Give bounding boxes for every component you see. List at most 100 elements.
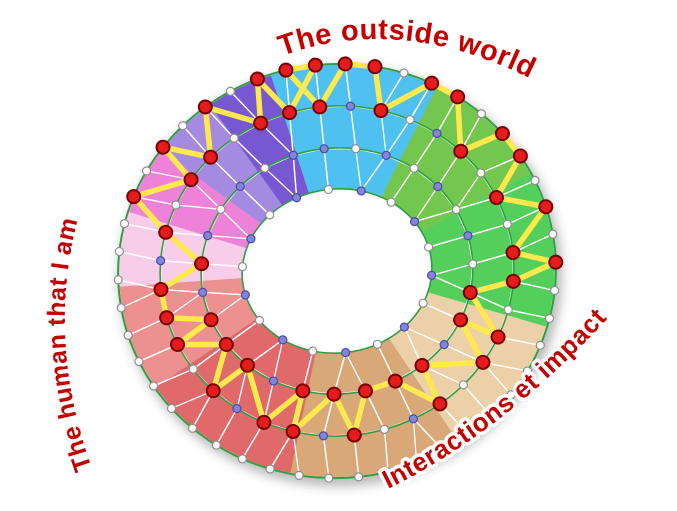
node-white[interactable] xyxy=(166,403,177,414)
node-white[interactable] xyxy=(116,303,126,313)
node-purple[interactable] xyxy=(463,231,473,241)
node-white[interactable] xyxy=(468,259,478,269)
node-purple[interactable] xyxy=(156,256,166,266)
node-red[interactable] xyxy=(194,256,210,272)
node-white[interactable] xyxy=(237,262,248,272)
node-red[interactable] xyxy=(326,386,342,402)
node-white[interactable] xyxy=(119,219,130,229)
node-red[interactable] xyxy=(453,143,469,159)
node-purple[interactable] xyxy=(288,150,298,160)
node-red[interactable] xyxy=(357,383,373,399)
node-white[interactable] xyxy=(225,86,236,96)
node-purple[interactable] xyxy=(278,335,288,345)
node-red[interactable] xyxy=(158,224,174,240)
node-white[interactable] xyxy=(323,184,334,195)
node-white[interactable] xyxy=(399,68,409,78)
node-red[interactable] xyxy=(505,273,521,289)
node-red[interactable] xyxy=(159,310,175,326)
node-white[interactable] xyxy=(260,163,270,173)
node-purple[interactable] xyxy=(433,181,443,192)
node-purple[interactable] xyxy=(198,287,208,297)
node-white[interactable] xyxy=(216,204,226,214)
node-red[interactable] xyxy=(488,190,504,206)
node-purple[interactable] xyxy=(432,128,442,138)
node-white[interactable] xyxy=(134,356,144,367)
node-white[interactable] xyxy=(386,197,396,207)
node-purple[interactable] xyxy=(408,414,418,424)
node-purple[interactable] xyxy=(240,290,250,300)
node-red[interactable] xyxy=(387,373,403,389)
node-red[interactable] xyxy=(312,99,328,115)
node-white[interactable] xyxy=(237,454,247,464)
node-purple[interactable] xyxy=(268,376,279,386)
node-red[interactable] xyxy=(548,254,564,270)
node-purple[interactable] xyxy=(319,144,329,154)
node-purple[interactable] xyxy=(409,217,420,227)
node-red[interactable] xyxy=(205,383,221,399)
node-purple[interactable] xyxy=(235,181,245,192)
node-white[interactable] xyxy=(294,470,304,480)
node-red[interactable] xyxy=(249,71,265,87)
node-purple[interactable] xyxy=(439,339,449,350)
node-red[interactable] xyxy=(475,354,491,370)
node-red[interactable] xyxy=(512,148,528,164)
node-white[interactable] xyxy=(351,144,361,154)
node-red[interactable] xyxy=(256,414,272,430)
node-red[interactable] xyxy=(285,423,301,439)
node-purple[interactable] xyxy=(345,101,356,111)
node-white[interactable] xyxy=(379,424,390,435)
node-white[interactable] xyxy=(458,380,468,390)
node-red[interactable] xyxy=(218,336,234,352)
node-white[interactable] xyxy=(544,313,555,323)
node-red[interactable] xyxy=(538,199,554,215)
node-red[interactable] xyxy=(424,75,440,91)
node-purple[interactable] xyxy=(381,150,391,160)
node-purple[interactable] xyxy=(340,347,351,358)
node-white[interactable] xyxy=(464,430,474,440)
node-red[interactable] xyxy=(346,427,362,443)
node-white[interactable] xyxy=(548,229,558,239)
node-red[interactable] xyxy=(155,139,171,155)
node-white[interactable] xyxy=(522,366,533,376)
node-white[interactable] xyxy=(451,204,461,215)
node-red[interactable] xyxy=(153,282,169,298)
node-white[interactable] xyxy=(114,246,124,257)
node-red[interactable] xyxy=(253,115,269,131)
node-red[interactable] xyxy=(239,357,255,373)
node-white[interactable] xyxy=(123,330,133,340)
node-white[interactable] xyxy=(418,298,428,308)
node-red[interactable] xyxy=(183,172,199,188)
node-red[interactable] xyxy=(373,103,389,119)
node-red[interactable] xyxy=(170,336,186,352)
node-white[interactable] xyxy=(502,219,512,229)
node-red[interactable] xyxy=(281,105,297,121)
node-white[interactable] xyxy=(486,411,496,421)
node-white[interactable] xyxy=(383,467,393,477)
node-red[interactable] xyxy=(307,57,323,73)
node-red[interactable] xyxy=(367,59,383,75)
node-white[interactable] xyxy=(530,175,540,186)
node-red[interactable] xyxy=(432,396,448,412)
node-white[interactable] xyxy=(438,446,449,456)
node-white[interactable] xyxy=(424,242,434,252)
node-white[interactable] xyxy=(405,115,415,125)
node-purple[interactable] xyxy=(426,270,437,280)
node-white[interactable] xyxy=(506,390,516,400)
node-white[interactable] xyxy=(229,133,239,143)
node-white[interactable] xyxy=(324,473,334,483)
node-purple[interactable] xyxy=(292,193,302,203)
node-white[interactable] xyxy=(372,339,382,349)
node-red[interactable] xyxy=(203,149,219,165)
node-red[interactable] xyxy=(505,244,521,260)
node-white[interactable] xyxy=(265,464,275,474)
node-red[interactable] xyxy=(203,312,219,328)
node-white[interactable] xyxy=(265,210,275,220)
node-white[interactable] xyxy=(178,121,188,131)
node-red[interactable] xyxy=(453,312,469,328)
node-white[interactable] xyxy=(188,364,198,374)
node-white[interactable] xyxy=(211,440,221,450)
node-purple[interactable] xyxy=(232,404,242,414)
node-white[interactable] xyxy=(354,472,364,482)
node-white[interactable] xyxy=(409,163,419,173)
node-white[interactable] xyxy=(503,305,513,315)
